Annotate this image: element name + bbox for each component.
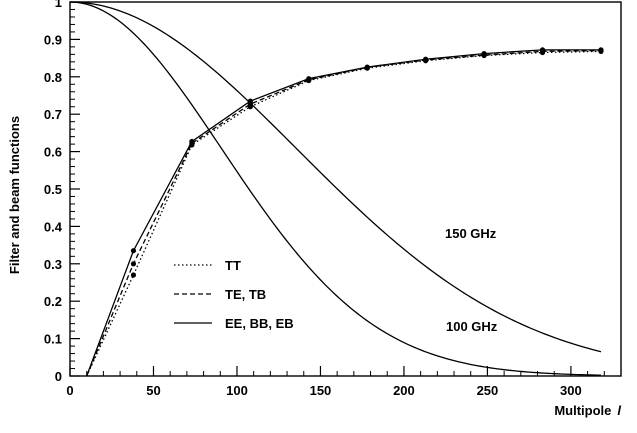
- legend: TT TE, TB EE, BB, EB: [174, 258, 294, 331]
- series-lines: [86, 49, 601, 377]
- legend-label-ee-bb-eb: EE, BB, EB: [225, 316, 294, 331]
- legend-label-tt: TT: [225, 258, 241, 273]
- x-tick-label-200: 200: [393, 383, 415, 398]
- y-tick-label-10: 1: [55, 0, 62, 10]
- data-points: [130, 47, 604, 278]
- series-line-1: [86, 49, 601, 377]
- data-point-2-4: [306, 76, 312, 82]
- series-line-0: [86, 50, 601, 377]
- y-tick-label-0: 0: [55, 369, 62, 384]
- axis-ticks: [69, 1, 622, 377]
- y-tick-label-7: 0.7: [44, 107, 62, 122]
- x-axis-title-text: Multipole: [554, 403, 611, 418]
- y-axis-title: Filter and beam functions: [7, 116, 22, 274]
- data-point-2-7: [481, 51, 487, 57]
- plot-frame: [69, 1, 622, 377]
- tick-labels: 0 50 100 150 200 250 300 0 0.1 0.2 0.3 0.4 0.5 0.6 0.7…: [44, 0, 582, 398]
- data-point-2-1: [130, 248, 137, 254]
- beam-curve-0: [69, 1, 602, 353]
- data-point-1-1: [130, 261, 137, 267]
- beam-curves: [69, 1, 602, 376]
- x-axis-title: Multipole l: [554, 403, 621, 418]
- data-point-2-2: [189, 138, 195, 145]
- x-tick-label-300: 300: [560, 383, 582, 398]
- y-tick-label-9: 0.9: [44, 32, 62, 47]
- y-tick-label-3: 0.3: [44, 257, 62, 272]
- data-point-0-1: [130, 272, 137, 278]
- data-point-2-6: [423, 56, 429, 62]
- x-tick-label-150: 150: [310, 383, 332, 398]
- y-tick-label-1: 0.1: [44, 332, 62, 347]
- data-point-2-8: [539, 47, 546, 53]
- y-tick-label-2: 0.2: [44, 294, 62, 309]
- x-tick-label-50: 50: [146, 383, 160, 398]
- data-point-2-9: [598, 47, 604, 53]
- beam-label-150ghz: 150 GHz: [445, 226, 497, 241]
- data-point-2-3: [247, 98, 253, 104]
- x-axis-symbol: l: [617, 403, 621, 418]
- series-line-2: [86, 49, 601, 377]
- x-tick-label-250: 250: [477, 383, 499, 398]
- legend-label-te-tb: TE, TB: [225, 287, 266, 302]
- y-tick-label-8: 0.8: [44, 70, 62, 85]
- y-tick-label-5: 0.5: [44, 182, 62, 197]
- y-tick-label-6: 0.6: [44, 145, 62, 160]
- beam-curve-1: [69, 1, 601, 376]
- x-tick-label-100: 100: [226, 383, 248, 398]
- x-tick-label-0: 0: [66, 383, 73, 398]
- y-tick-label-4: 0.4: [44, 219, 63, 234]
- beam-label-100ghz: 100 GHz: [446, 319, 498, 334]
- data-point-2-5: [364, 64, 370, 70]
